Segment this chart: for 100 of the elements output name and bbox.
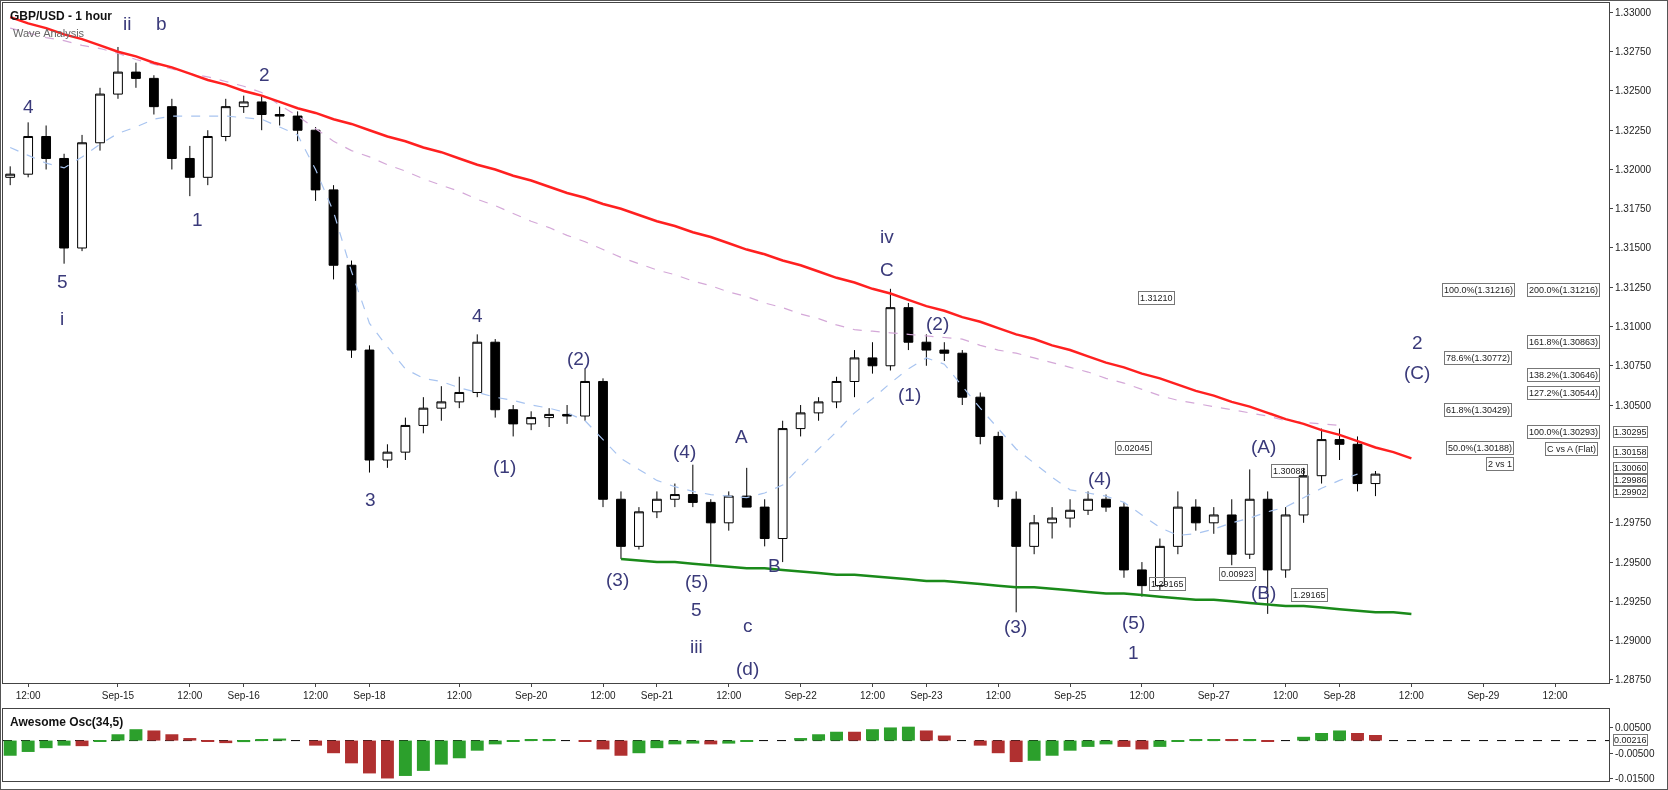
text: GBP/USD - 1 hour [10,9,113,23]
bar [327,740,341,754]
bar [973,740,987,746]
candlestick [544,407,555,428]
candlestick [472,333,483,398]
bar [345,740,358,764]
annotation: 200.0%(1.31216) [1529,285,1599,295]
annotation: iv [880,226,895,247]
bar [380,740,394,779]
y-tick-label: 1.31750 [1615,203,1652,215]
candlestick [1352,435,1363,492]
bar [1369,735,1382,741]
annotation: 138.2%(1.30646) [1529,370,1599,380]
candlestick [23,121,34,178]
candlestick [1011,490,1022,613]
candlestick [1226,498,1237,566]
candlestick [364,344,375,474]
bar [129,729,143,741]
bar [452,740,466,759]
candlestick [1370,470,1381,497]
candlestick [939,341,950,362]
y-tick-label: 1.32250 [1615,124,1652,136]
text: 1.29902 [1614,487,1647,497]
candlestick [669,483,680,508]
y-tick-label: 1.29500 [1615,556,1652,568]
bar [434,740,448,765]
annotation: 2 vs 1 [1488,459,1513,469]
x-tick-label: Sep-21 [640,690,674,701]
x-tick-label: Sep-18 [353,690,387,701]
y-tick-label: 0.00500 [1615,722,1652,734]
candlestick [328,184,339,280]
x-tick-label: 12:00 [1273,690,1299,701]
candlestick [616,490,626,560]
candlestick [238,95,249,114]
candlestick [723,490,734,532]
annotation: C vs A (Flat) [1547,444,1597,454]
annotation: 100.0%(1.31216) [1444,285,1514,295]
bar [21,740,35,752]
bar [75,740,89,747]
y-tick-label: 1.29750 [1615,517,1652,529]
bar [57,740,71,746]
candlestick [1280,506,1291,579]
text: Awesome Osc(34,5) [10,715,124,729]
candlestick [256,95,267,131]
candlestick [5,165,16,186]
x-tick-label: Sep-22 [784,690,818,701]
candlestick [795,404,806,437]
candlestick [400,417,411,461]
bar [1315,733,1329,741]
line-series [9,115,1359,536]
candlestick [418,396,429,434]
x-tick-label: Sep-15 [101,690,135,701]
bar [237,740,251,743]
candlestick [580,368,590,422]
bar [1009,740,1023,763]
candlestick [113,46,123,100]
candlestick [705,498,716,565]
annotation: A [735,426,748,447]
x-tick-label: 12:00 [1398,690,1425,701]
candlestick [1137,561,1147,598]
y-tick-label: 1.30750 [1615,360,1652,372]
annotation: 78.6%(1.30772) [1446,353,1511,363]
annotation: 2 [1412,332,1423,353]
annotation: i [60,308,65,329]
bar [650,740,664,749]
y-tick-label: 1.29250 [1615,595,1652,607]
candlestick [454,376,465,409]
bar [614,740,628,756]
annotation: (C) [1404,362,1431,383]
annotation: (3) [606,569,630,590]
annotation: 5 [57,271,68,292]
annotation: iii [690,636,703,657]
annotation: c [743,615,753,636]
annotation: 161.8%(1.30863) [1529,337,1599,347]
x-tick-label: Sep-27 [1197,690,1231,701]
candlestick [274,106,285,126]
annotation: 5 [691,599,702,620]
bar [363,740,376,774]
candlestick [759,498,770,547]
candlestick [508,404,519,437]
annotation: (5) [685,571,709,592]
x-tick-label: Sep-16 [227,690,261,701]
bar [416,740,430,771]
text: 1.29986 [1614,475,1647,485]
bar [470,740,484,751]
candlestick [741,467,752,508]
x-tick-label: Sep-29 [1467,690,1500,701]
y-tick-label: 1.32750 [1615,46,1652,58]
annotation: b [156,13,167,34]
annotation: 1 [192,209,203,230]
candlestick [921,333,932,367]
bar [1063,740,1077,751]
x-tick-label: 12:00 [15,690,42,701]
candlestick [831,376,842,409]
x-tick-label: Sep-20 [515,690,548,701]
candlestick [1208,506,1219,535]
candlestick [1029,514,1040,555]
candlestick [687,464,698,508]
annotation: ii [123,13,132,34]
bar [812,734,826,741]
